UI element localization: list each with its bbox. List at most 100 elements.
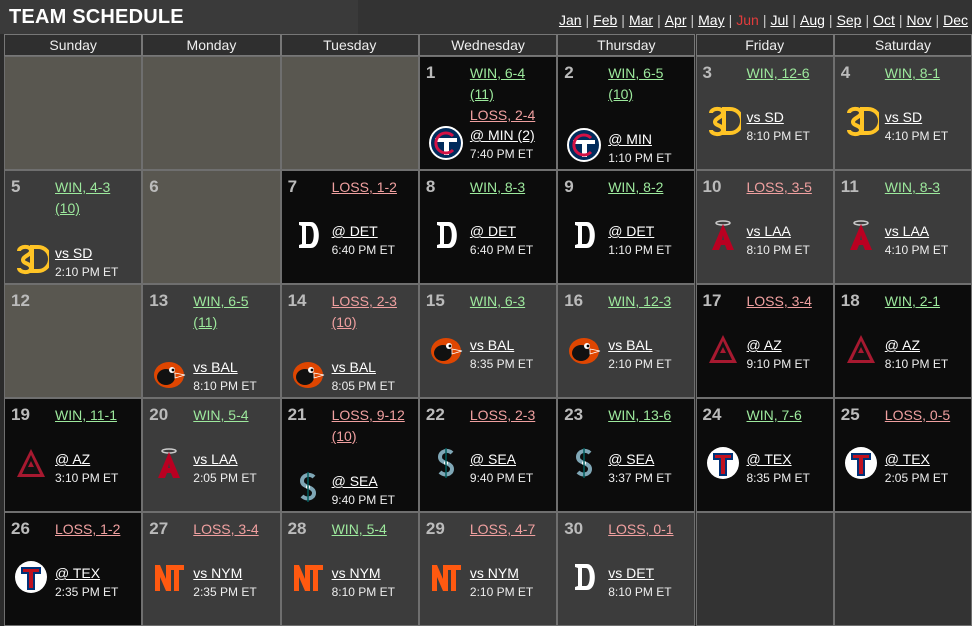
day-cell-1[interactable]: 1 WIN, 6-4 (11) LOSS, 2-4 @ MIN (2) 7:40 PM E… (418, 56, 558, 170)
result-link-loss[interactable]: LOSS, 0-5 (884, 407, 951, 423)
result-link-win[interactable]: WIN, 8-1 (884, 65, 941, 81)
result-link-loss[interactable]: LOSS, 3-5 (746, 179, 812, 195)
month-link-feb[interactable]: Feb (593, 12, 618, 28)
day-cell-5[interactable]: 5 WIN, 4-3 (10) vs SD 2:10 PM ET (4, 170, 143, 284)
result-link-win[interactable]: WIN, 6-4 (469, 65, 526, 81)
result-link-win[interactable]: WIN, 12-3 (608, 293, 672, 309)
opponent-link[interactable]: @ DET (331, 223, 378, 239)
month-link-jul[interactable]: Jul (770, 12, 789, 28)
day-cell-3[interactable]: 3 WIN, 12-6 vs SD 8:10 PM ET (695, 56, 834, 170)
opponent-link[interactable]: @ AZ (746, 337, 782, 353)
day-cell-20[interactable]: 20 WIN, 5-4 vs LAA 2:05 PM ET (142, 398, 281, 512)
day-cell-19[interactable]: 19 WIN, 11-1 @ AZ 3:10 PM ET (4, 398, 143, 512)
result-link-loss[interactable]: (10) (331, 314, 357, 330)
opponent-link[interactable]: @ SEA (331, 473, 378, 489)
opponent-link[interactable]: vs SD (884, 109, 923, 125)
opponent-link[interactable]: @ MIN (608, 131, 652, 147)
result-link-win[interactable]: WIN, 13-6 (608, 407, 672, 423)
result-link-loss[interactable]: LOSS, 2-3 (331, 293, 397, 309)
opponent-link[interactable]: vs BAL (469, 337, 515, 353)
opponent-link[interactable]: vs LAA (884, 223, 930, 239)
opponent-link[interactable]: vs BAL (193, 359, 238, 375)
opponent-link[interactable]: @ MIN (2) (469, 127, 535, 143)
opponent-link[interactable]: @ AZ (884, 337, 921, 353)
day-cell-18[interactable]: 18 WIN, 2-1 @ AZ 8:10 PM ET (833, 284, 972, 398)
opponent-link[interactable]: vs LAA (193, 451, 238, 467)
result-link-win[interactable]: WIN, 6-3 (469, 293, 526, 309)
result-link-loss[interactable]: LOSS, 1-2 (55, 521, 121, 537)
opponent-link[interactable]: @ DET (469, 223, 516, 239)
month-link-sep[interactable]: Sep (836, 12, 862, 28)
day-cell-8[interactable]: 8 WIN, 8-3 @ DET 6:40 PM ET (418, 170, 558, 284)
day-cell-7[interactable]: 7 LOSS, 1-2 @ DET 6:40 PM ET (280, 170, 419, 284)
result-link-win[interactable]: WIN, 6-5 (608, 65, 664, 81)
result-link-loss[interactable]: LOSS, 4-7 (469, 521, 536, 537)
result-link-loss[interactable]: LOSS, 3-4 (193, 521, 259, 537)
day-cell-25[interactable]: 25 LOSS, 0-5 @ TEX 2:05 PM ET (833, 398, 972, 512)
day-cell-14[interactable]: 14 LOSS, 2-3 (10) vs BAL 8:05 PM ET (280, 284, 419, 398)
result-link-win[interactable]: WIN, 11-1 (55, 407, 117, 423)
day-cell-13[interactable]: 13 WIN, 6-5 (11) vs BAL 8:10 PM ET (142, 284, 281, 398)
result-link-loss[interactable]: LOSS, 3-4 (746, 293, 812, 309)
result-link-loss[interactable]: LOSS, 2-3 (469, 407, 536, 423)
result-link-win[interactable]: WIN, 5-4 (331, 521, 387, 537)
opponent-link[interactable]: vs NYM (469, 565, 519, 581)
result-link-win[interactable]: WIN, 2-1 (884, 293, 941, 309)
day-cell-23[interactable]: 23 WIN, 13-6 @ SEA 3:37 PM ET (557, 398, 696, 512)
day-cell-28[interactable]: 28 WIN, 5-4 vs NYM 8:10 PM ET (280, 512, 419, 626)
day-cell-17[interactable]: 17 LOSS, 3-4 @ AZ 9:10 PM ET (695, 284, 834, 398)
day-cell-29[interactable]: 29 LOSS, 4-7 vs NYM 2:10 PM ET (418, 512, 558, 626)
day-cell-24[interactable]: 24 WIN, 7-6 @ TEX 8:35 PM ET (695, 398, 834, 512)
opponent-link[interactable]: vs BAL (608, 337, 653, 353)
result-link-win[interactable]: WIN, 8-3 (469, 179, 526, 195)
opponent-link[interactable]: @ DET (608, 223, 655, 239)
result-link-loss[interactable]: (10) (331, 428, 357, 444)
opponent-link[interactable]: vs LAA (746, 223, 791, 239)
day-cell-22[interactable]: 22 LOSS, 2-3 @ SEA 9:40 PM ET (418, 398, 558, 512)
result-link-win[interactable]: WIN, 4-3 (55, 179, 111, 195)
result-link-loss[interactable]: LOSS, 9-12 (331, 407, 405, 423)
day-cell-11[interactable]: 11 WIN, 8-3 vs LAA 4:10 PM ET (833, 170, 972, 284)
day-cell-9[interactable]: 9 WIN, 8-2 @ DET 1:10 PM ET (557, 170, 696, 284)
day-cell-4[interactable]: 4 WIN, 8-1 vs SD 4:10 PM ET (833, 56, 972, 170)
opponent-link[interactable]: vs NYM (193, 565, 243, 581)
day-cell-2[interactable]: 2 WIN, 6-5 (10) @ MIN 1:10 PM ET (557, 56, 696, 170)
day-cell-15[interactable]: 15 WIN, 6-3 vs BAL 8:35 PM ET (418, 284, 558, 398)
opponent-link[interactable]: vs SD (746, 109, 784, 125)
day-cell-30[interactable]: 30 LOSS, 0-1 vs DET 8:10 PM ET (557, 512, 696, 626)
result-link-win[interactable]: (10) (608, 86, 634, 102)
result-link-win[interactable]: WIN, 12-6 (746, 65, 810, 81)
result-link-win[interactable]: WIN, 8-3 (884, 179, 941, 195)
opponent-link[interactable]: @ TEX (55, 565, 101, 581)
result-link-win[interactable]: WIN, 6-5 (193, 293, 249, 309)
month-link-may[interactable]: May (698, 12, 725, 28)
opponent-link[interactable]: vs BAL (331, 359, 376, 375)
opponent-link[interactable]: @ SEA (469, 451, 517, 467)
result-link-win[interactable]: WIN, 7-6 (746, 407, 802, 423)
opponent-link[interactable]: vs SD (55, 245, 93, 261)
day-cell-26[interactable]: 26 LOSS, 1-2 @ TEX 2:35 PM ET (4, 512, 143, 626)
result-link-loss[interactable]: LOSS, 2-4 (469, 107, 536, 123)
month-link-mar[interactable]: Mar (628, 12, 654, 28)
opponent-link[interactable]: vs NYM (331, 565, 381, 581)
result-link-win[interactable]: (11) (469, 86, 494, 102)
day-cell-16[interactable]: 16 WIN, 12-3 vs BAL 2:10 PM ET (557, 284, 696, 398)
opponent-link[interactable]: @ TEX (746, 451, 792, 467)
month-link-nov[interactable]: Nov (906, 12, 932, 28)
result-link-win[interactable]: (10) (55, 200, 80, 216)
month-link-jan[interactable]: Jan (558, 12, 582, 28)
result-link-loss[interactable]: LOSS, 0-1 (608, 521, 674, 537)
result-link-loss[interactable]: LOSS, 1-2 (331, 179, 397, 195)
month-link-oct[interactable]: Oct (873, 12, 895, 28)
opponent-link[interactable]: @ TEX (884, 451, 930, 467)
result-link-win[interactable]: WIN, 5-4 (193, 407, 249, 423)
month-link-jun[interactable]: Jun (736, 12, 759, 28)
month-link-dec[interactable]: Dec (943, 12, 968, 28)
month-link-aug[interactable]: Aug (800, 12, 825, 28)
opponent-link[interactable]: @ AZ (55, 451, 91, 467)
day-cell-21[interactable]: 21 LOSS, 9-12 (10) @ SEA 9:40 PM ET (280, 398, 419, 512)
day-cell-10[interactable]: 10 LOSS, 3-5 vs LAA 8:10 PM ET (695, 170, 834, 284)
result-link-win[interactable]: WIN, 8-2 (608, 179, 664, 195)
opponent-link[interactable]: @ SEA (608, 451, 655, 467)
month-link-apr[interactable]: Apr (664, 12, 687, 28)
